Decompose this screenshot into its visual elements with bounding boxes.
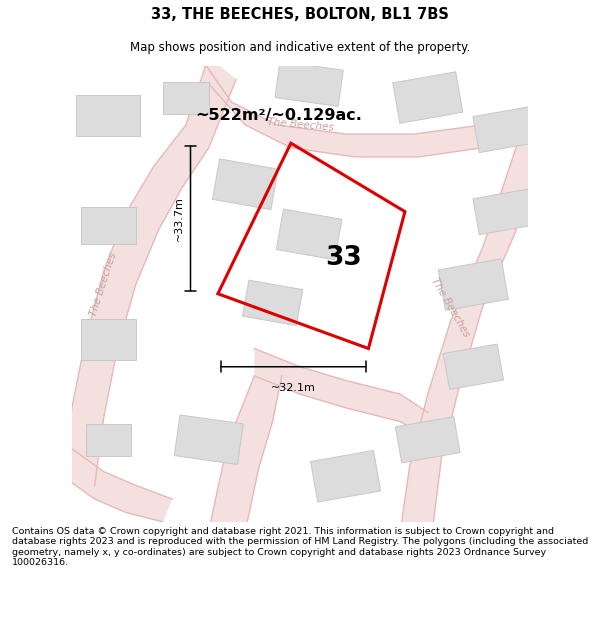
PathPatch shape [254,349,428,440]
Text: 33: 33 [325,246,362,271]
Text: ~522m²/~0.129ac.: ~522m²/~0.129ac. [195,108,362,123]
Polygon shape [439,259,508,311]
Polygon shape [81,319,136,360]
Text: The Beeches: The Beeches [266,117,334,133]
Polygon shape [473,106,538,152]
Text: ~33.7m: ~33.7m [173,196,184,241]
Polygon shape [86,424,131,456]
PathPatch shape [63,56,236,486]
Polygon shape [311,451,380,502]
Text: Contains OS data © Crown copyright and database right 2021. This information is : Contains OS data © Crown copyright and d… [12,527,588,567]
Polygon shape [163,82,209,114]
Polygon shape [277,209,342,260]
PathPatch shape [209,376,282,531]
Text: The Beeches: The Beeches [89,251,119,318]
Polygon shape [81,207,136,244]
Polygon shape [212,159,278,209]
Polygon shape [473,189,538,235]
Text: The Beeches: The Beeches [430,276,472,339]
Text: Map shows position and indicative extent of the property.: Map shows position and indicative extent… [130,41,470,54]
PathPatch shape [63,449,172,522]
Text: ~32.1m: ~32.1m [271,382,316,392]
Polygon shape [242,280,303,326]
Polygon shape [443,344,503,389]
Polygon shape [395,417,460,463]
Text: 33, THE BEECHES, BOLTON, BL1 7BS: 33, THE BEECHES, BOLTON, BL1 7BS [151,7,449,22]
PathPatch shape [200,56,565,157]
Polygon shape [275,61,343,106]
Polygon shape [393,72,463,123]
Polygon shape [174,415,243,464]
PathPatch shape [400,93,565,531]
Polygon shape [76,95,140,136]
